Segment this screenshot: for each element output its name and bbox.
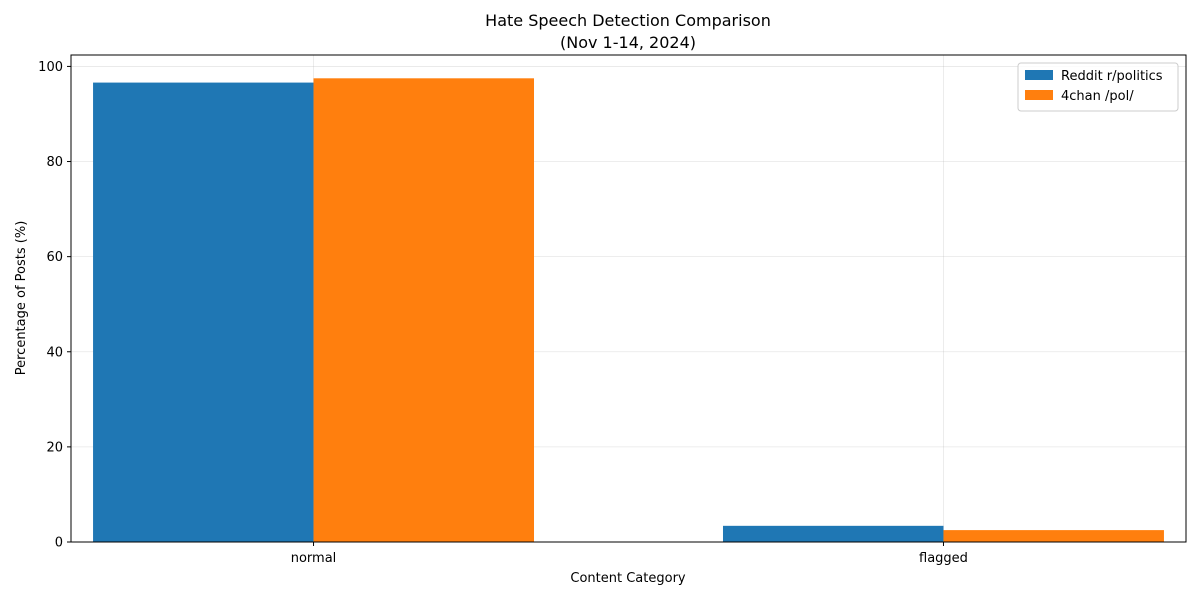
x-axis-ticks: normal flagged [291,542,968,566]
legend-label: 4chan /pol/ [1061,89,1134,104]
legend-box [1017,62,1179,112]
legend-swatch [1025,90,1053,100]
chart-title: Hate Speech Detection Comparison [485,11,771,30]
y-tick-label: 20 [46,440,63,455]
x-axis-label: Content Category [570,571,686,586]
bar-reddit-r-politics-flagged [722,525,944,542]
y-axis-label: Percentage of Posts (%) [14,221,29,376]
legend-label: Reddit r/politics [1061,69,1163,84]
chart-subtitle: (Nov 1-14, 2024) [560,33,696,52]
bars [93,78,1164,542]
y-tick-label: 60 [46,250,63,265]
plot-frame [70,54,1187,543]
x-tick-label-normal: normal [291,551,337,566]
legend-swatch [1025,70,1053,80]
legend: Reddit r/politics 4chan /pol/ [1017,62,1179,112]
bar-4chan-pol--normal [313,78,535,542]
y-tick-label: 80 [46,155,63,170]
plot-area: 0 20 40 60 80 100 normal flagged [38,54,1187,566]
bar-reddit-r-politics-normal [93,82,314,542]
y-tick-label: 100 [38,60,63,75]
y-axis-ticks: 0 20 40 60 80 100 [38,60,71,551]
y-tick-label: 0 [55,536,63,551]
bar-4chan-pol--flagged [943,530,1164,542]
y-tick-label: 40 [46,345,63,360]
x-tick-label-flagged: flagged [919,551,968,566]
